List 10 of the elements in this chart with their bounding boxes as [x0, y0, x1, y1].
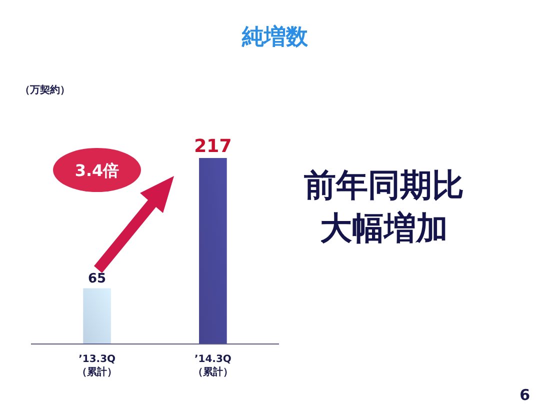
text: 前年同期比	[304, 166, 464, 204]
x-tick-label: ’14.3Q （累計）	[192, 354, 233, 378]
text: 大幅増加	[320, 209, 448, 247]
data-label: 65	[88, 271, 106, 286]
text: 6	[520, 386, 530, 404]
data-label: 217	[194, 136, 232, 157]
chart-title: 純増数	[241, 24, 309, 50]
text: （万契約）	[20, 84, 70, 96]
x-tick-label: ’13.3Q （累計）	[77, 354, 118, 378]
annotation: 3.4倍	[74, 161, 120, 180]
